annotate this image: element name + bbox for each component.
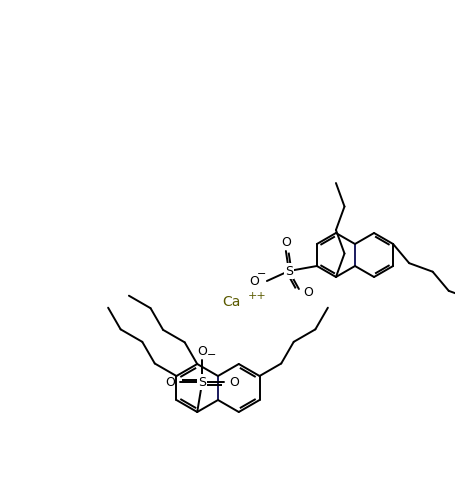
- Text: O: O: [302, 285, 312, 298]
- Text: S: S: [284, 264, 292, 278]
- Text: −: −: [206, 350, 215, 360]
- Text: O: O: [280, 236, 290, 248]
- Text: O: O: [229, 376, 238, 388]
- Text: O: O: [165, 376, 175, 388]
- Text: O: O: [197, 345, 207, 358]
- Text: −: −: [257, 269, 266, 279]
- Text: O: O: [248, 275, 258, 288]
- Text: Ca: Ca: [222, 295, 240, 309]
- Text: ++: ++: [248, 291, 266, 301]
- Text: S: S: [198, 376, 206, 388]
